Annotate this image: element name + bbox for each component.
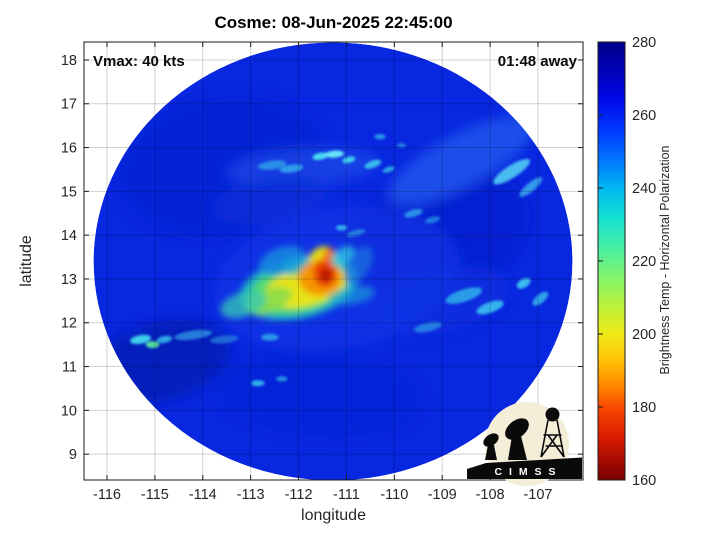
y-tick-label: 18 bbox=[61, 53, 77, 69]
colorbar-tick-label: 240 bbox=[632, 181, 656, 197]
storm-feature bbox=[279, 164, 304, 173]
cimss-banner bbox=[467, 457, 582, 479]
cimss-logo: C I M S S bbox=[467, 402, 582, 486]
x-tick-label: -116 bbox=[93, 487, 121, 503]
storm-feature bbox=[344, 246, 373, 286]
y-tick-label: 17 bbox=[61, 97, 77, 113]
eta-annotation: 01:48 away bbox=[497, 53, 577, 70]
colorbar-tick-label: 220 bbox=[632, 254, 656, 270]
storm-feature bbox=[413, 321, 442, 333]
x-tick-label: -112 bbox=[285, 487, 313, 503]
y-tick-label: 9 bbox=[69, 447, 77, 463]
storm-feature bbox=[145, 341, 160, 349]
feature-layer-detail bbox=[130, 133, 549, 387]
satellite-swath bbox=[93, 42, 573, 481]
storm-feature bbox=[276, 376, 288, 382]
storm-feature bbox=[404, 209, 423, 218]
storm-feature bbox=[493, 158, 531, 185]
feature-layer-mid bbox=[220, 245, 375, 321]
storm-feature bbox=[382, 166, 395, 173]
storm-feature bbox=[476, 300, 504, 315]
storm-feature bbox=[364, 159, 381, 169]
satellite-dish-small-icon bbox=[483, 433, 499, 460]
y-axis-label: latitude bbox=[18, 235, 35, 287]
colorbar-tick-label: 200 bbox=[632, 327, 656, 343]
storm-feature bbox=[425, 216, 441, 224]
x-axis-label: longitude bbox=[301, 507, 366, 524]
storm-feature bbox=[220, 290, 267, 319]
water-tower-legs-icon bbox=[540, 419, 565, 458]
storm-feature bbox=[257, 160, 287, 170]
vmax-annotation: Vmax: 40 kts bbox=[93, 53, 185, 70]
y-tick-label: 12 bbox=[61, 316, 77, 332]
y-tick-label: 14 bbox=[61, 228, 77, 244]
storm-feature bbox=[261, 333, 279, 341]
x-tick-label: -108 bbox=[476, 487, 505, 503]
colorbar-tick-label: 280 bbox=[632, 35, 656, 51]
storm-feature bbox=[226, 146, 380, 188]
storm-feature bbox=[212, 348, 423, 438]
storm-feature bbox=[532, 291, 549, 306]
storm-feature bbox=[312, 152, 328, 161]
storm-feature bbox=[342, 156, 356, 164]
storm-feature bbox=[156, 335, 173, 344]
colorbar-tick-label: 160 bbox=[632, 473, 656, 489]
storm-feature bbox=[319, 268, 333, 283]
feature-layer-soft bbox=[93, 93, 535, 438]
storm-feature bbox=[213, 176, 327, 224]
storm-feature bbox=[174, 329, 213, 341]
y-tick-label: 16 bbox=[61, 140, 77, 156]
storm-feature bbox=[335, 225, 348, 231]
colorbar-tick-label: 260 bbox=[632, 108, 656, 124]
storm-feature bbox=[210, 335, 239, 344]
axes-box bbox=[83, 41, 584, 481]
x-tick-label: -111 bbox=[333, 487, 360, 503]
x-tick-label: -114 bbox=[189, 487, 217, 503]
cimss-banner-text: C I M S S bbox=[495, 466, 558, 478]
x-tick-label: -113 bbox=[237, 487, 265, 503]
storm-feature bbox=[324, 150, 345, 158]
x-tick-label: -110 bbox=[380, 487, 408, 503]
satellite-dish-large-icon bbox=[505, 418, 529, 460]
y-tick-label: 13 bbox=[61, 272, 77, 288]
storm-feature bbox=[251, 380, 265, 387]
axis-ticks bbox=[84, 42, 583, 480]
colorbar-tick-label: 180 bbox=[632, 400, 656, 416]
storm-feature bbox=[388, 115, 535, 206]
colorbar-label: Brightness Temp - Horizontal Polarizatio… bbox=[658, 145, 672, 375]
storm-feature bbox=[327, 286, 375, 306]
water-tower-ball-icon bbox=[545, 407, 560, 422]
x-tick-label: -109 bbox=[428, 487, 457, 503]
y-tick-label: 11 bbox=[62, 359, 77, 375]
y-tick-label: 15 bbox=[61, 184, 77, 200]
x-tick-label: -107 bbox=[523, 487, 552, 503]
storm-feature bbox=[516, 277, 531, 289]
page-title: Cosme: 08-Jun-2025 22:45:00 bbox=[214, 13, 453, 32]
storm-feature bbox=[346, 229, 366, 237]
x-tick-label: -115 bbox=[141, 487, 169, 503]
storm-feature bbox=[374, 133, 386, 140]
storm-feature bbox=[130, 334, 151, 345]
storm-feature bbox=[519, 177, 543, 197]
storm-feature bbox=[396, 143, 407, 148]
generated-chart: -116 -115 -114 -113 -112 -111 -110 -109 -108 -107… bbox=[61, 35, 656, 503]
y-tick-label: 10 bbox=[61, 403, 77, 419]
storm-feature bbox=[445, 287, 483, 304]
